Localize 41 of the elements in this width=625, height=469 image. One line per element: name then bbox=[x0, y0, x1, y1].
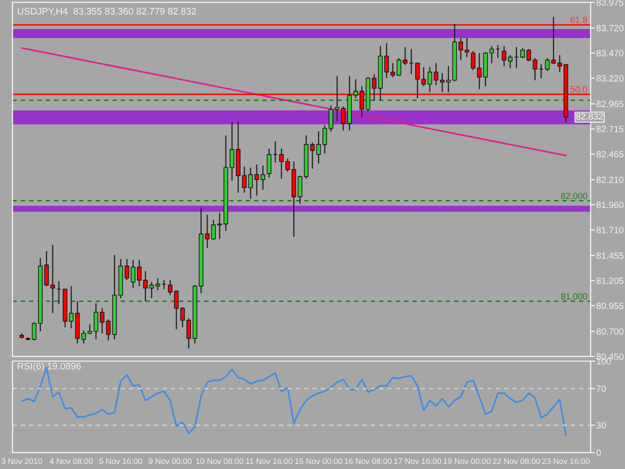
y-tick-label: 70 bbox=[596, 386, 606, 392]
x-tick-label: 5 Nov 16:00 bbox=[99, 458, 142, 464]
y-tick-label: 83.720 bbox=[596, 24, 624, 32]
y-tick-label: 80.700 bbox=[596, 328, 624, 335]
x-tick-label: 22 Nov 08:00 bbox=[492, 458, 540, 464]
y-tick-label: 83.220 bbox=[596, 75, 624, 82]
candlestick bbox=[545, 58, 550, 72]
text: USDJPY,H4 83.355 83.360 82.779 82.832 bbox=[18, 8, 196, 16]
y-tick-label: 82.465 bbox=[596, 150, 624, 158]
x-tick-label: 16 Nov 08:00 bbox=[344, 458, 392, 464]
annotation: 50.0 bbox=[570, 86, 588, 92]
y-tick-label: 81.960 bbox=[596, 202, 624, 208]
chart-title: RSI(6) 19.0896 bbox=[18, 362, 81, 372]
x-tick-label: 11 Nov 16:00 bbox=[246, 458, 292, 464]
y-tick-label: 83.470 bbox=[596, 50, 624, 56]
ref-line-label: 82.000 bbox=[561, 192, 588, 200]
y-tick-label: 80.450 bbox=[596, 353, 624, 360]
y-tick-label: 81.455 bbox=[596, 252, 624, 259]
y-tick-label: 30 bbox=[596, 422, 606, 429]
y-tick-label: 0 bbox=[596, 450, 601, 456]
x-tick-label: 19 Nov 00:00 bbox=[444, 458, 491, 464]
y-tick-label: 82.210 bbox=[596, 176, 624, 184]
y-tick-label: 82.715 bbox=[596, 126, 624, 132]
x-tick-label: 15 Nov 00:00 bbox=[295, 458, 342, 464]
y-tick-label: 100 bbox=[596, 358, 611, 364]
annotation: 61.8 bbox=[570, 16, 588, 24]
annotation: 82.832 bbox=[576, 113, 603, 120]
y-tick-label: 81.710 bbox=[596, 226, 624, 234]
candlestick bbox=[279, 148, 284, 180]
y-tick-label: 81.205 bbox=[596, 278, 624, 284]
candlestick bbox=[266, 148, 272, 178]
x-tick-label: 23 Nov 16:00 bbox=[542, 458, 590, 464]
ref-line-label: 81.000 bbox=[561, 293, 588, 300]
x-tick-label: 17 Nov 16:00 bbox=[394, 458, 442, 464]
x-tick-label: 10 Nov 08:00 bbox=[196, 458, 244, 464]
x-tick-label: 3 Nov 2010 bbox=[1, 458, 42, 464]
y-tick-label: 80.955 bbox=[596, 302, 624, 310]
candlestick bbox=[402, 46, 408, 66]
x-tick-label: 9 Nov 00:00 bbox=[148, 458, 192, 464]
y-tick-label: 82.965 bbox=[596, 100, 624, 108]
x-tick-label: 4 Nov 08:00 bbox=[50, 458, 93, 464]
